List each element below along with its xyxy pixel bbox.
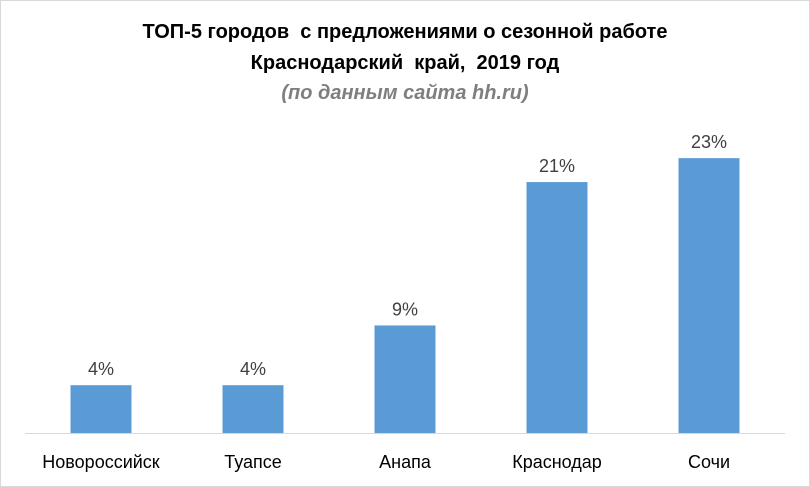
data-label-3: 9% [392,299,418,319]
bar-5 [678,158,740,433]
data-label-1: 4% [88,359,114,379]
x-tick-label-5: Сочи [688,452,730,472]
x-tick-label-1: Новороссийск [42,452,160,472]
chart-title-line-2: Краснодарский край, 2019 год [250,52,560,74]
x-tick-label-2: Туапсе [224,452,282,472]
x-tick-label-3: Анапа [379,452,432,472]
data-label-2: 4% [240,359,266,379]
chart-subtitle: (по данным сайта hh.ru) [281,82,529,104]
bar-1 [70,385,132,433]
chart-title-line-1: ТОП-5 городов с предложениями о сезонной… [142,21,668,43]
data-label-5: 23% [691,132,727,152]
bar-4 [526,182,588,433]
bar-2 [222,385,284,433]
bar-3 [374,325,436,433]
data-label-4: 21% [539,156,575,176]
x-tick-label-4: Краснодар [512,452,602,472]
